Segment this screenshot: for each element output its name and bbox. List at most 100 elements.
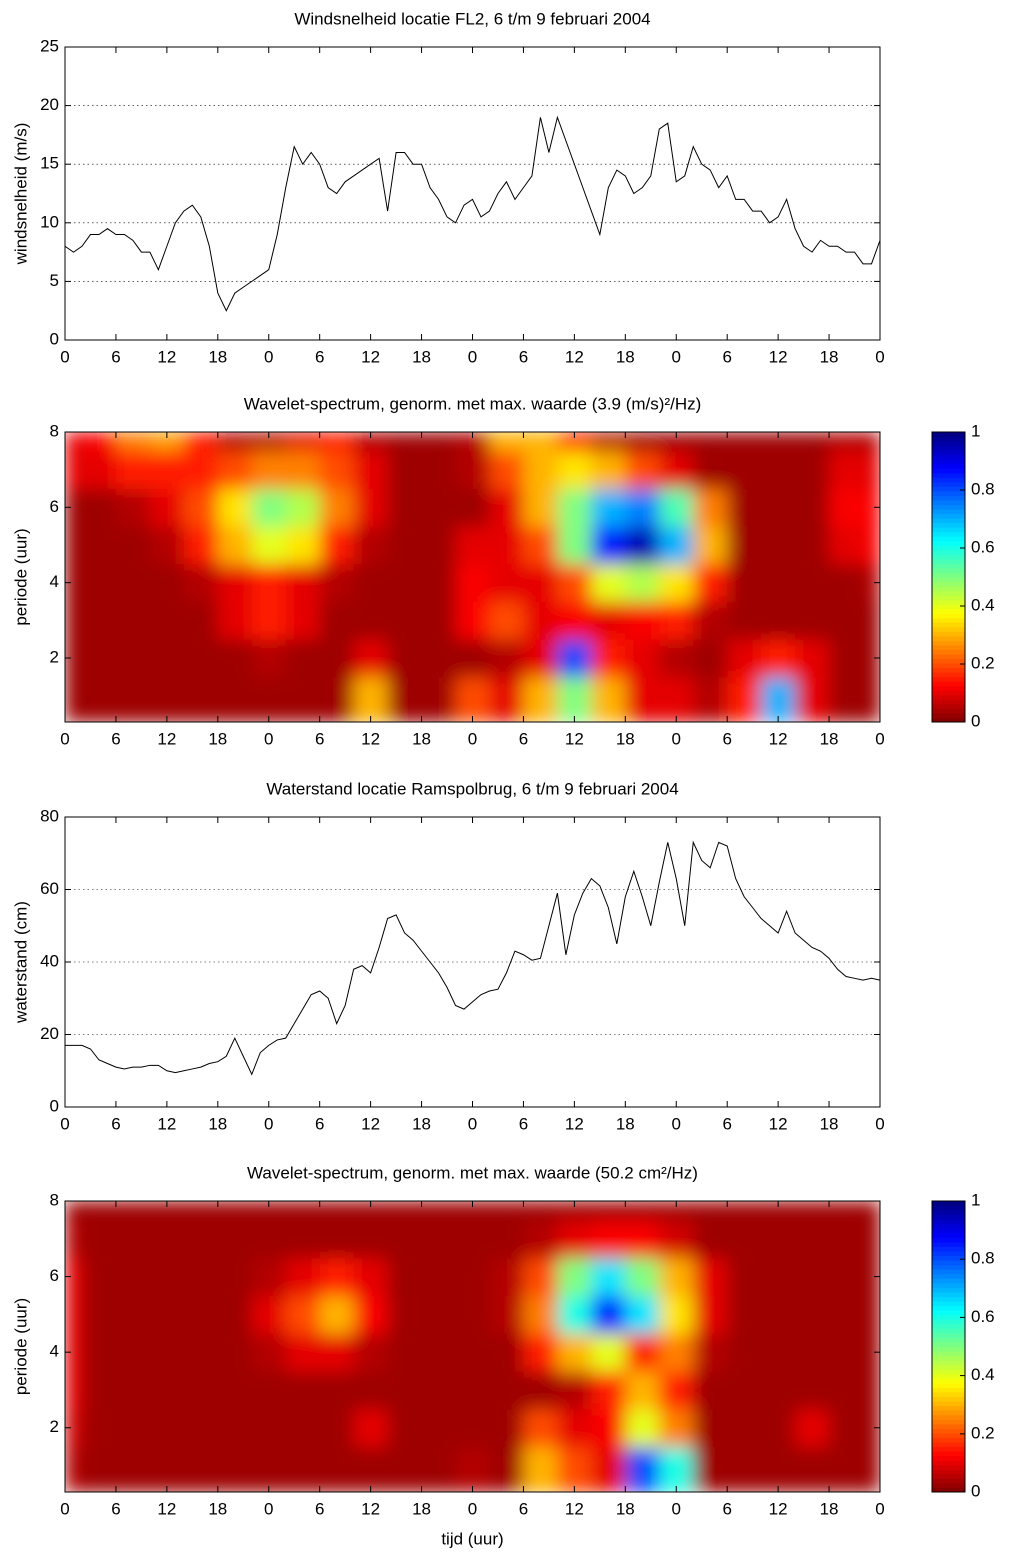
chart-title: Wavelet-spectrum, genorm. met max. waard… bbox=[244, 394, 702, 413]
colorbar-swatch bbox=[932, 708, 965, 714]
colorbar-swatch bbox=[932, 536, 965, 542]
contour-cell bbox=[149, 1257, 185, 1296]
colorbar-swatch bbox=[932, 459, 965, 465]
colorbar-swatch bbox=[932, 617, 965, 623]
contour-cell bbox=[183, 488, 219, 527]
contour-cell bbox=[115, 432, 151, 452]
contour-cell bbox=[829, 1333, 864, 1372]
colorbar-swatch bbox=[932, 595, 965, 601]
y-tick-label: 60 bbox=[40, 879, 59, 898]
contour-cell bbox=[421, 1201, 457, 1221]
x-tick-label: 6 bbox=[519, 347, 528, 366]
colorbar-swatch bbox=[932, 1237, 965, 1243]
contour-cell bbox=[557, 601, 592, 640]
contour-cell bbox=[659, 1371, 694, 1410]
contour-cell bbox=[65, 563, 83, 602]
contour-cell bbox=[115, 526, 151, 565]
x-tick-label: 6 bbox=[315, 1114, 324, 1133]
contour-cell bbox=[523, 1295, 558, 1334]
contour-cell bbox=[455, 432, 490, 452]
contour-cell bbox=[863, 450, 880, 489]
contour-cell bbox=[795, 432, 830, 452]
x-tick-label: 18 bbox=[616, 1499, 635, 1518]
colorbar-swatch bbox=[932, 640, 965, 646]
colorbar-swatch bbox=[932, 604, 965, 610]
x-tick-label: 6 bbox=[315, 347, 324, 366]
contour-cell bbox=[557, 676, 592, 722]
contour-cell bbox=[149, 1371, 185, 1410]
x-tick-label: 0 bbox=[264, 1499, 273, 1518]
contour-cell bbox=[251, 1408, 287, 1448]
contour-cell bbox=[727, 450, 762, 489]
colorbar-swatch bbox=[932, 690, 965, 696]
contour-cell bbox=[455, 1371, 490, 1410]
x-tick-label: 18 bbox=[820, 347, 839, 366]
x-tick-label: 18 bbox=[208, 347, 227, 366]
colorbar-swatch bbox=[932, 1332, 965, 1338]
contour-cell bbox=[693, 526, 728, 565]
colorbar-swatch bbox=[932, 681, 965, 687]
colorbar-swatch bbox=[932, 531, 965, 537]
contour-cell bbox=[285, 563, 321, 602]
colorbar-swatch bbox=[932, 518, 965, 524]
contour-cell bbox=[659, 1446, 694, 1492]
colorbar-swatch bbox=[932, 1451, 965, 1457]
colorbar-swatch bbox=[932, 1310, 965, 1316]
contour-cell bbox=[421, 676, 457, 722]
colorbar-swatch bbox=[932, 626, 965, 632]
contour-cell bbox=[591, 676, 626, 722]
contour-cell bbox=[625, 1408, 660, 1448]
x-tick-label: 18 bbox=[412, 729, 431, 748]
contour-cell bbox=[727, 1257, 762, 1296]
colorbar-swatch bbox=[932, 504, 965, 510]
colorbar-swatch bbox=[932, 441, 965, 447]
contour-cell bbox=[455, 488, 490, 527]
colorbar-swatch bbox=[932, 644, 965, 650]
contour-cell bbox=[625, 1295, 660, 1334]
x-tick-label: 12 bbox=[565, 1114, 584, 1133]
contour-cell bbox=[115, 1333, 151, 1372]
contour-cell bbox=[65, 601, 83, 640]
contour-cell bbox=[81, 1257, 117, 1296]
contour-cell bbox=[761, 676, 796, 722]
contour-cell bbox=[489, 450, 524, 489]
contour-cell bbox=[217, 563, 253, 602]
contour-cell bbox=[693, 639, 728, 678]
contour-cell bbox=[591, 563, 626, 602]
contour-cell bbox=[591, 432, 626, 452]
contour-cell bbox=[727, 526, 762, 565]
contour-cell bbox=[727, 1333, 762, 1372]
contour-cell bbox=[65, 1257, 83, 1296]
chart-title: Waterstand locatie Ramspolbrug, 6 t/m 9 … bbox=[266, 779, 678, 798]
contour-cell bbox=[81, 1219, 117, 1259]
colorbar-swatch bbox=[932, 545, 965, 551]
colorbar-swatch bbox=[932, 1473, 965, 1479]
contour-cell bbox=[353, 1408, 389, 1448]
contour-cell bbox=[65, 1446, 83, 1492]
colorbar-swatch bbox=[932, 513, 965, 519]
contour-cell bbox=[659, 1295, 694, 1334]
contour-cell bbox=[489, 488, 524, 527]
x-tick-label: 0 bbox=[264, 1114, 273, 1133]
colorbar-frame bbox=[931, 431, 966, 723]
contour-cell bbox=[387, 1201, 423, 1221]
x-tick-label: 6 bbox=[722, 1114, 731, 1133]
contour-cell bbox=[149, 1219, 185, 1259]
x-tick-label: 12 bbox=[769, 1499, 788, 1518]
colorbar-swatch bbox=[932, 1319, 965, 1325]
contour-cell bbox=[489, 601, 524, 640]
contour-cell bbox=[387, 676, 423, 722]
contour-cell bbox=[65, 1371, 83, 1410]
contour-cell bbox=[863, 1333, 880, 1372]
x-tick-label: 0 bbox=[672, 1499, 681, 1518]
contour-cell bbox=[455, 639, 490, 678]
colorbar-swatch bbox=[932, 1401, 965, 1407]
contour-cell bbox=[387, 1408, 423, 1448]
contour-cell bbox=[761, 1201, 796, 1221]
contour-cell bbox=[829, 1371, 864, 1410]
contour-cell bbox=[217, 1201, 253, 1221]
contour-cell bbox=[319, 1295, 355, 1334]
contour-cell bbox=[183, 1446, 219, 1492]
contour-cell bbox=[115, 1446, 151, 1492]
colorbar-swatch bbox=[932, 490, 965, 496]
